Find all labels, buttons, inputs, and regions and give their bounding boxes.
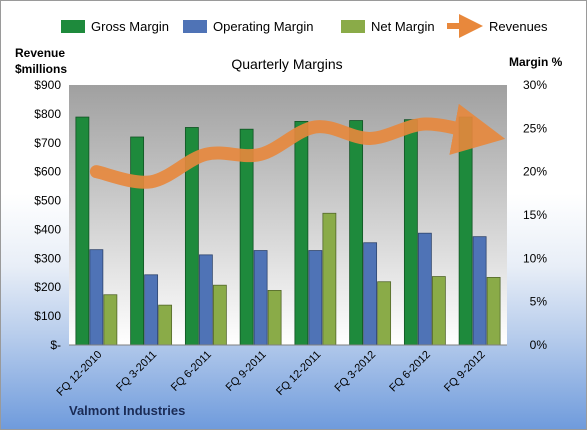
bar-net-margin-7: [486, 276, 501, 346]
bar-net-margin-0: [103, 294, 118, 346]
left-y-tick-label: $500: [34, 194, 61, 208]
left-axis-title-line1: Revenue: [15, 46, 65, 60]
x-tick-label: FQ 3-2011: [114, 349, 159, 394]
chart-title: Quarterly Margins: [231, 56, 342, 72]
x-tick-label: FQ 6-2012: [387, 349, 433, 395]
right-y-tick-label: 0%: [530, 338, 548, 352]
legend-label-net-margin: Net Margin: [371, 19, 435, 34]
bar-group: [75, 116, 501, 346]
bar-net-margin-3: [267, 289, 282, 346]
left-y-tick-label: $600: [34, 165, 61, 179]
footer-company-name: Valmont Industries: [69, 403, 185, 418]
left-y-tick-label: $300: [34, 251, 61, 265]
right-y-tick-label: 25%: [523, 121, 547, 135]
bar-operating-margin-6: [417, 232, 432, 346]
legend-item-net-margin: Net Margin: [341, 19, 435, 34]
bar-net-margin-2: [212, 284, 227, 346]
right-y-tick-label: 30%: [523, 78, 547, 92]
left-axis-title-line2: $millions: [15, 62, 67, 76]
bar-operating-margin-2: [198, 254, 213, 346]
left-y-tick-label: $800: [34, 107, 61, 121]
left-y-tick-label: $100: [34, 309, 61, 323]
x-tick-label: FQ 9-2011: [224, 349, 269, 394]
x-ticks: FQ 12-2010 FQ 3-2011 FQ 6-2011 FQ 9-2011 FQ …: [55, 349, 488, 399]
revenue-line: [89, 103, 506, 189]
legend-label-gross-margin: Gross Margin: [91, 19, 169, 34]
bar-operating-margin-4: [308, 250, 323, 346]
left-y-tick-label: $-: [50, 338, 61, 352]
legend-label-operating-margin: Operating Margin: [213, 19, 313, 34]
right-y-tick-label: 15%: [523, 208, 547, 222]
x-tick-label: FQ 3-2012: [333, 349, 379, 395]
bar-gross-margin-7: [458, 116, 473, 346]
bar-operating-margin-5: [363, 242, 378, 346]
bar-net-margin-5: [377, 281, 392, 346]
bar-gross-margin-6: [403, 119, 418, 346]
bar-net-margin-6: [431, 276, 446, 346]
bar-gross-margin-1: [130, 136, 145, 346]
left-y-tick-label: $700: [34, 136, 61, 150]
bar-net-margin-1: [158, 304, 173, 346]
bar-operating-margin-1: [144, 274, 159, 346]
bar-operating-margin-0: [89, 249, 104, 346]
bar-gross-margin-5: [349, 120, 364, 346]
left-y-tick-label: $400: [34, 222, 61, 236]
legend-swatch-gross-margin: [61, 20, 85, 33]
x-tick-label: FQ 9-2012: [442, 349, 488, 395]
bar-gross-margin-0: [75, 116, 90, 346]
right-y-tick-label: 20%: [523, 165, 547, 179]
legend-item-revenues: Revenues: [447, 14, 548, 38]
x-tick-label: FQ 6-2011: [169, 349, 214, 394]
right-y-tick-label: 10%: [523, 251, 547, 265]
bar-gross-margin-4: [294, 121, 309, 346]
legend-swatch-net-margin: [341, 20, 365, 33]
bar-net-margin-4: [322, 212, 337, 346]
legend-label-revenues: Revenues: [489, 19, 548, 34]
legend-item-operating-margin: Operating Margin: [183, 19, 313, 34]
x-tick-label: FQ 12-2010: [55, 349, 105, 399]
legend: Gross Margin Operating Margin Net Margin…: [61, 14, 548, 38]
left-y-ticks: $- $100 $200 $300 $400 $500 $600 $700 $800 $900: [34, 78, 61, 352]
legend-item-gross-margin: Gross Margin: [61, 19, 169, 34]
right-y-tick-label: 5%: [530, 295, 548, 309]
left-y-tick-label: $200: [34, 280, 61, 294]
x-tick-label: FQ 12-2011: [274, 349, 323, 398]
right-y-ticks: 0% 5% 10% 15% 20% 25% 30%: [523, 78, 547, 352]
bar-operating-margin-3: [253, 250, 268, 346]
legend-swatch-operating-margin: [183, 20, 207, 33]
revenue-line-group: [89, 103, 506, 189]
left-y-tick-label: $900: [34, 78, 61, 92]
bar-operating-margin-7: [472, 236, 487, 346]
right-axis-title: Margin %: [509, 55, 563, 69]
